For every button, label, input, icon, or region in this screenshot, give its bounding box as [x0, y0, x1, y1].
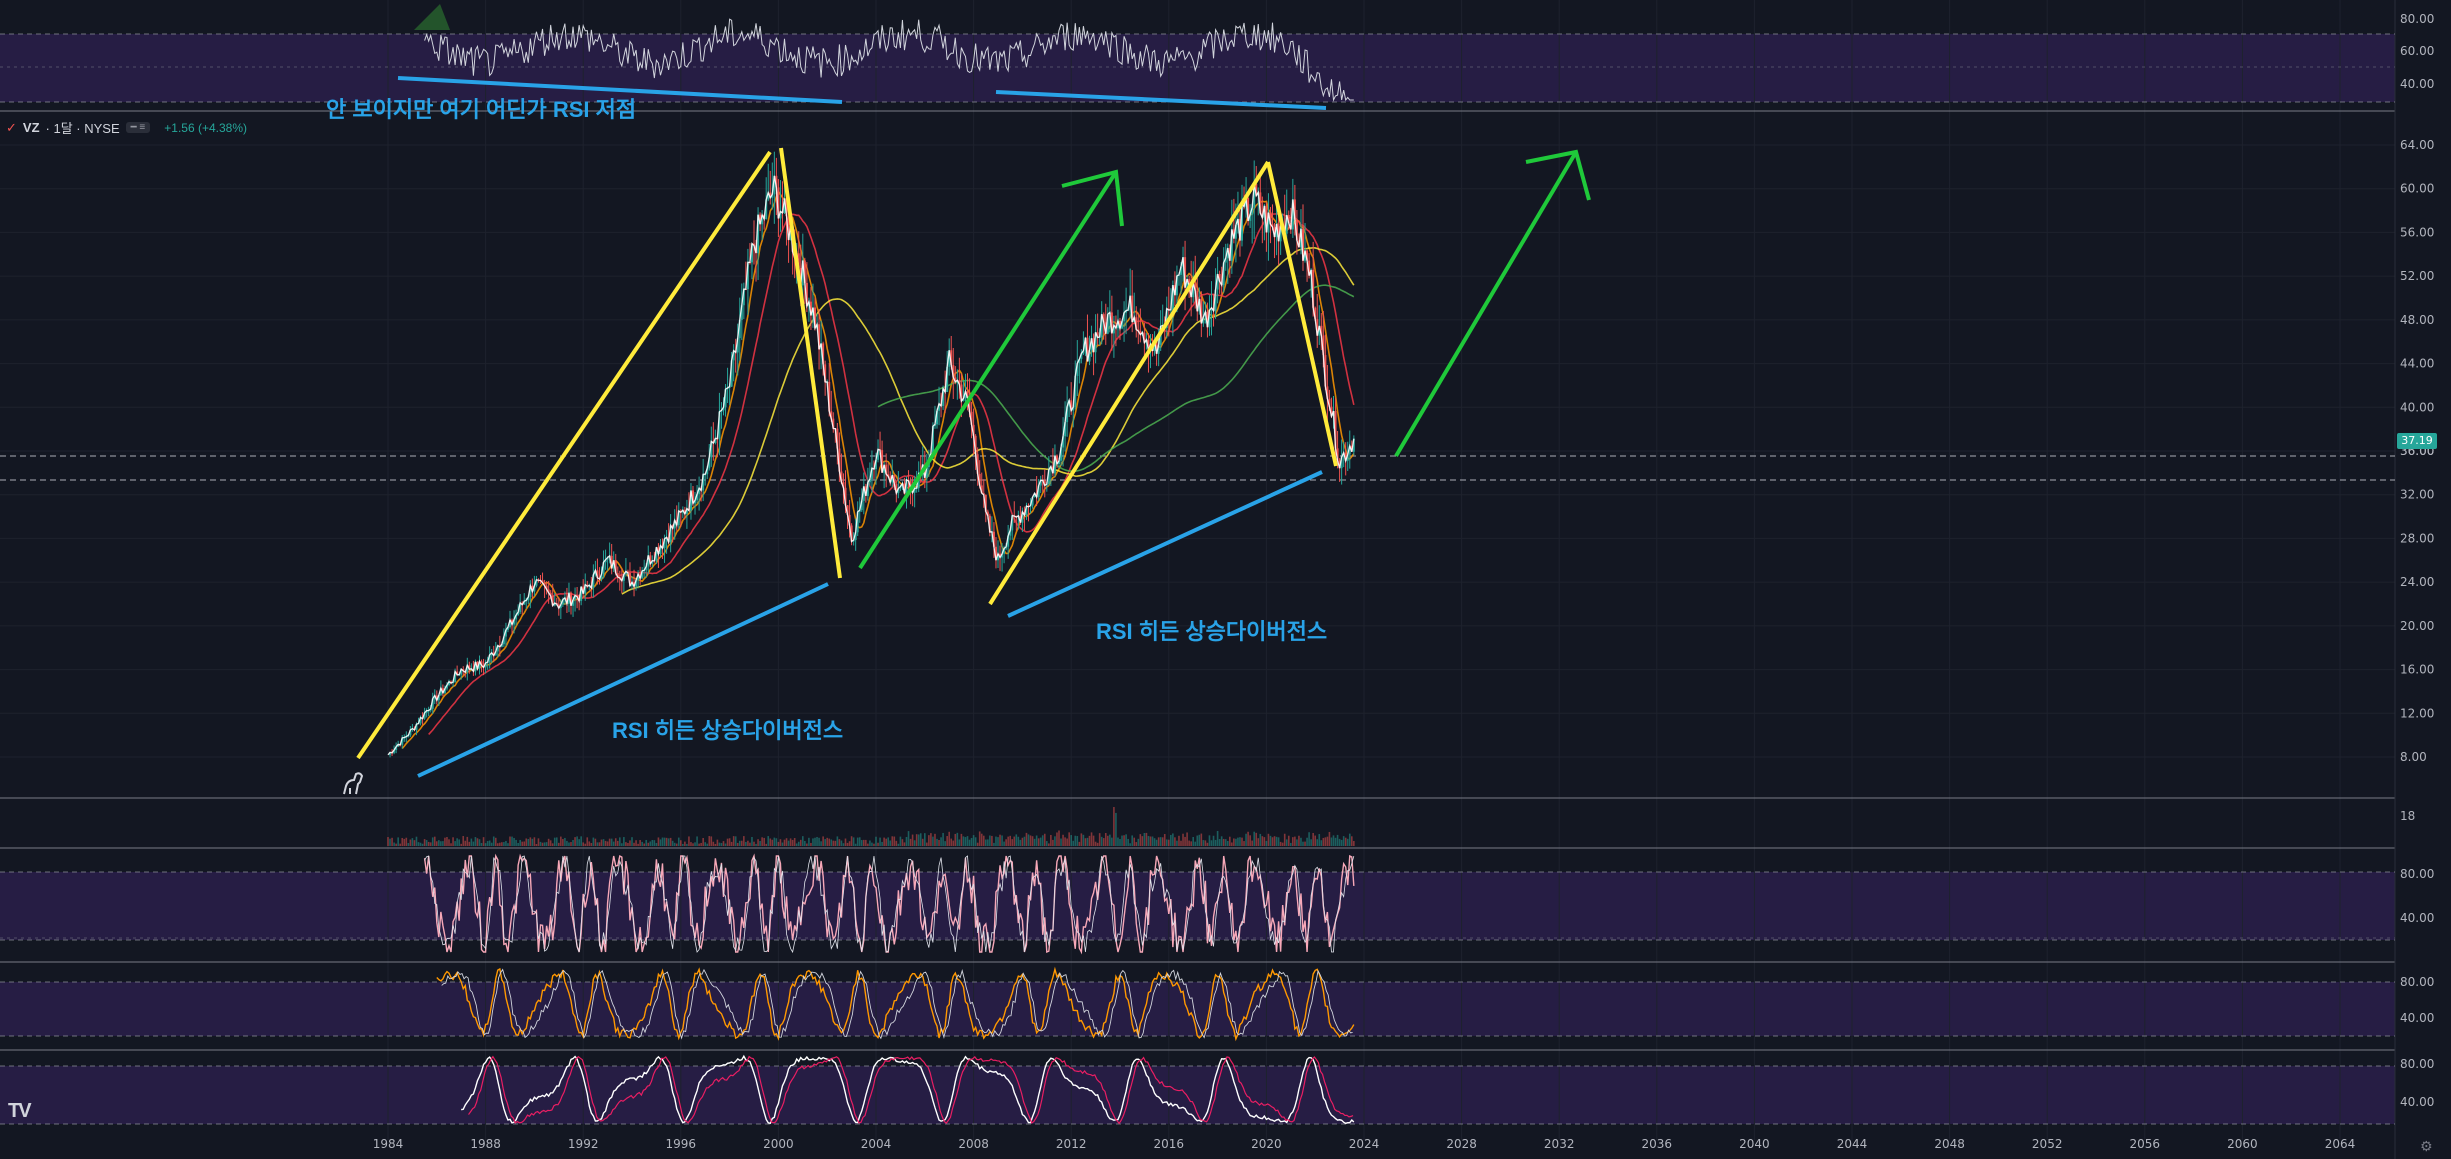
x-tick-label: 1984	[373, 1137, 404, 1151]
green-arrow-head-2	[1525, 149, 1591, 201]
x-tick-label: 2044	[1837, 1137, 1868, 1151]
x-tick-label: 2016	[1154, 1137, 1185, 1151]
x-tick-label: 2036	[1642, 1137, 1673, 1151]
y-tick-label: 8.00	[2400, 750, 2427, 764]
price-line	[387, 175, 1355, 756]
y-tick-label: 16.00	[2400, 663, 2434, 677]
last-price-badge: 37.19	[2397, 433, 2437, 449]
green-arrow-head-1	[1061, 169, 1124, 227]
interval-exchange: · 1달 · NYSE	[45, 121, 120, 136]
volume-bars	[387, 807, 1355, 846]
green-arrow-line-2	[1394, 150, 1578, 458]
yellow-trend-line-1	[356, 150, 772, 760]
y-tick-label: 48.00	[2400, 313, 2434, 327]
x-tick-label: 1992	[568, 1137, 599, 1151]
indicator-tick-label: 80.00	[2400, 975, 2434, 989]
stoch2-band	[0, 982, 2395, 1036]
dino-icon	[343, 772, 364, 795]
x-tick-label: 2056	[2130, 1137, 2161, 1151]
x-tick-label: 2000	[763, 1137, 794, 1151]
x-axis[interactable]: 1984 1988 1992 1996 2000 2004 2008 2012 2016 2020…	[373, 1137, 2356, 1151]
indicator-tick-label: 40.00	[2400, 911, 2434, 925]
blue-div-line-2	[1007, 470, 1323, 618]
x-tick-label: 1996	[666, 1137, 697, 1151]
blue-div-line-1	[417, 582, 829, 778]
x-tick-label: 2032	[1544, 1137, 1575, 1151]
x-tick-label: 2028	[1446, 1137, 1477, 1151]
price-candles	[389, 151, 1355, 758]
yellow-trend-line-2	[779, 147, 842, 579]
indicator-tick-label: 80.00	[2400, 867, 2434, 881]
y-tick-label: 60.00	[2400, 182, 2434, 196]
indicator-tick-label: 40.00	[2400, 1011, 2434, 1025]
price-change: +1.56 (+4.38%)	[164, 120, 247, 135]
y-tick-label: 12.00	[2400, 706, 2434, 720]
x-tick-label: 2012	[1056, 1137, 1087, 1151]
symbol-legend[interactable]: ✓ VZ · 1달 · NYSE ━ ≡ +1.56 (+4.38%)	[6, 118, 247, 137]
yellow-trend-line-4	[1266, 161, 1338, 467]
indicator-tick-label: 40.00	[2400, 77, 2434, 91]
y-tick-label: 64.00	[2400, 138, 2434, 152]
x-tick-label: 2040	[1739, 1137, 1770, 1151]
grid	[0, 0, 2395, 1140]
x-tick-label: 2024	[1349, 1137, 1380, 1151]
x-tick-label: 1988	[470, 1137, 501, 1151]
gear-icon[interactable]: ⚙	[2420, 1138, 2433, 1154]
blue-rsi-line-1	[397, 76, 843, 104]
indicator-bands	[0, 34, 2395, 1124]
x-tick-label: 2004	[861, 1137, 892, 1151]
indicator-tick-label: 80.00	[2400, 12, 2434, 26]
checkbox-icon[interactable]: ✓	[6, 119, 17, 135]
x-tick-label: 2020	[1251, 1137, 1282, 1151]
y-tick-label: 32.00	[2400, 488, 2434, 502]
blue-rsi-line-2	[995, 90, 1327, 110]
oscillators	[414, 4, 1355, 1125]
symbol-name: VZ	[22, 120, 40, 135]
stoch1-band	[0, 872, 2395, 940]
stoch3-band	[0, 1066, 2395, 1124]
y-tick-label: 40.00	[2400, 400, 2434, 414]
indicator-tick-label: 80.00	[2400, 1057, 2434, 1071]
y-tick-label: 52.00	[2400, 269, 2434, 283]
pane-dividers	[0, 0, 2396, 1159]
annotation-hidden-div-1: RSI 히든 상승다이버전스	[612, 718, 844, 743]
green-arrow-line-1	[858, 170, 1118, 570]
rsi-top-band	[0, 34, 2395, 102]
x-tick-label: 2052	[2032, 1137, 2063, 1151]
indicator-levels	[0, 33, 2395, 1125]
y-axis[interactable]: 8.0012.0016.0020.0024.0028.0032.0036.004…	[2400, 12, 2434, 1109]
y-tick-label: 44.00	[2400, 357, 2434, 371]
tradingview-logo: TV	[8, 1100, 32, 1122]
volume-tick-label: 18	[2400, 809, 2415, 823]
moving-averages	[401, 189, 1355, 750]
annotation-hidden-div-2: RSI 히든 상승다이버전스	[1096, 619, 1328, 644]
x-tick-label: 2048	[1934, 1137, 1965, 1151]
x-tick-label: 2060	[2227, 1137, 2258, 1151]
y-tick-label: 20.00	[2400, 619, 2434, 633]
drawings[interactable]	[356, 76, 1591, 778]
y-tick-label: 28.00	[2400, 531, 2434, 545]
x-tick-label: 2064	[2325, 1137, 2356, 1151]
yellow-trend-line-3	[988, 160, 1270, 606]
annotation-rsi-low: 안 보이지만 여기 어딘가 RSI 저점	[326, 97, 637, 122]
y-tick-label: 56.00	[2400, 225, 2434, 239]
indicator-tick-label: 40.00	[2400, 1095, 2434, 1109]
y-tick-label: 24.00	[2400, 575, 2434, 589]
indicator-tick-label: 60.00	[2400, 44, 2434, 58]
x-tick-label: 2008	[958, 1137, 989, 1151]
legend-toggle[interactable]: ━ ≡	[125, 122, 151, 133]
